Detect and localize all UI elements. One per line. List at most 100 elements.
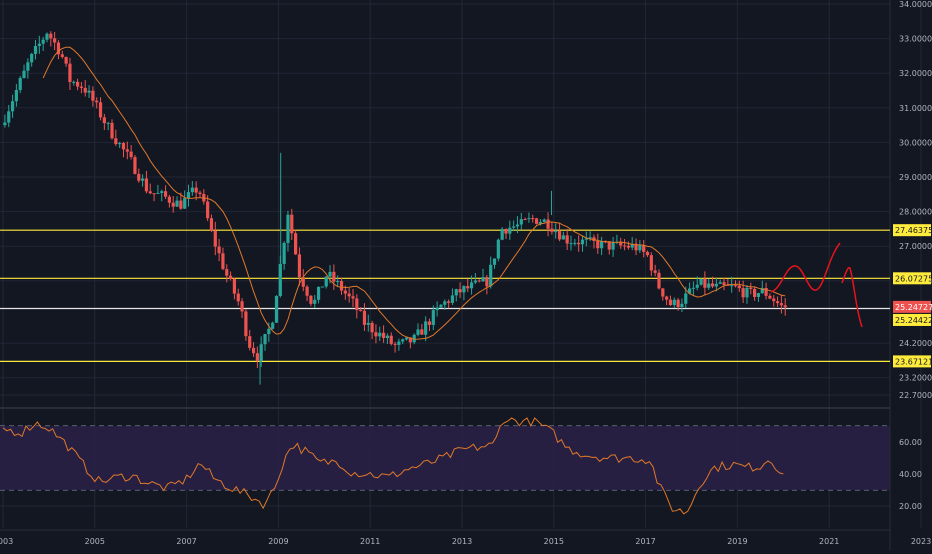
candle-down (645, 251, 650, 256)
candle-up (462, 286, 466, 293)
candle-up (10, 101, 15, 112)
candle-down (485, 277, 489, 287)
y-tick-label: 28.00000 (899, 208, 932, 217)
candle-up (141, 178, 145, 181)
candle-up (691, 287, 696, 289)
candle-down (603, 240, 608, 242)
x-tick-label: 2011 (360, 537, 380, 546)
candle-down (772, 298, 776, 302)
candle-down (523, 219, 527, 221)
price-label-box (893, 272, 931, 285)
candle-down (657, 272, 661, 289)
forecast-stroke (770, 242, 841, 293)
candle-up (336, 281, 340, 283)
candle-up (259, 344, 263, 361)
candle-down (622, 245, 627, 247)
y-tick-label: 23.20000 (899, 374, 932, 383)
candle-up (263, 334, 267, 345)
candle-up (286, 214, 290, 243)
candle-down (95, 100, 99, 103)
candle-down (297, 254, 302, 278)
candle-down (167, 196, 171, 203)
candle-down (626, 245, 630, 248)
candle-up (730, 285, 734, 287)
candle-up (160, 191, 164, 193)
candle-down (550, 228, 554, 232)
candle-down (232, 278, 237, 294)
price-label-text: 27.46375 (895, 226, 932, 235)
candle-down (710, 283, 715, 287)
candle-up (41, 39, 45, 44)
candle-down (213, 230, 217, 247)
candle-up (324, 276, 328, 287)
candle-down (171, 202, 175, 207)
x-tick-label: 2019 (727, 537, 747, 546)
candle-down (565, 235, 569, 244)
candle-down (779, 303, 783, 306)
candle-down (389, 335, 393, 344)
price-label-text: 25.24727 (895, 303, 932, 312)
candle-up (538, 222, 543, 224)
candle-down (596, 240, 600, 249)
candle-down (102, 117, 106, 124)
candle-up (527, 218, 531, 220)
candle-down (668, 299, 673, 306)
price-label-box (893, 313, 931, 326)
candle-down (447, 301, 451, 303)
rsi-tick-label: 20.00 (899, 502, 922, 511)
candle-down (653, 270, 657, 273)
candle-down (783, 305, 787, 308)
candle-up (481, 277, 485, 282)
candle-up (72, 81, 76, 83)
candle-down (244, 311, 248, 337)
candle-down (60, 54, 64, 57)
candle-up (416, 329, 420, 335)
candle-up (718, 282, 722, 284)
candle-up (454, 289, 458, 296)
candle-up (378, 332, 382, 337)
candle-up (316, 286, 321, 300)
candle-down (129, 151, 133, 158)
candle-up (3, 122, 7, 126)
price-label-text: 25.24422 (895, 316, 932, 325)
candle-up (106, 122, 110, 124)
candle-down (98, 102, 103, 118)
candle-up (282, 242, 286, 264)
candle-up (508, 227, 512, 234)
y-tick-label: 34.00000 (899, 0, 932, 9)
x-tick-label: 2013 (452, 537, 472, 546)
candle-down (339, 281, 344, 291)
candle-up (385, 335, 390, 339)
x-tick-label: 2021 (819, 537, 839, 546)
moving-average-line (42, 46, 786, 340)
candle-down (370, 322, 374, 333)
candle-up (756, 293, 761, 297)
candle-up (515, 224, 520, 227)
candle-up (687, 288, 692, 294)
x-tick-label: 2007 (176, 537, 196, 546)
candle-up (680, 303, 684, 308)
candle-down (255, 353, 259, 361)
candle-up (492, 258, 497, 265)
candle-down (83, 87, 87, 93)
candle-down (198, 192, 202, 195)
candle-up (469, 282, 474, 289)
candle-down (56, 42, 61, 55)
candle-down (137, 173, 141, 181)
candle-down (194, 187, 198, 193)
candle-down (91, 90, 95, 101)
y-tick-label: 24.20000 (899, 339, 932, 348)
candle-up (118, 143, 122, 145)
candle-down (228, 275, 233, 279)
candle-up (443, 301, 447, 305)
rsi-band (0, 426, 890, 490)
x-tick-label: 2023 (911, 537, 931, 546)
candle-down (121, 143, 126, 150)
candle-down (665, 296, 669, 300)
candle-down (733, 285, 738, 287)
candle-down (236, 293, 240, 302)
candle-down (661, 288, 665, 297)
candle-up (573, 242, 577, 244)
